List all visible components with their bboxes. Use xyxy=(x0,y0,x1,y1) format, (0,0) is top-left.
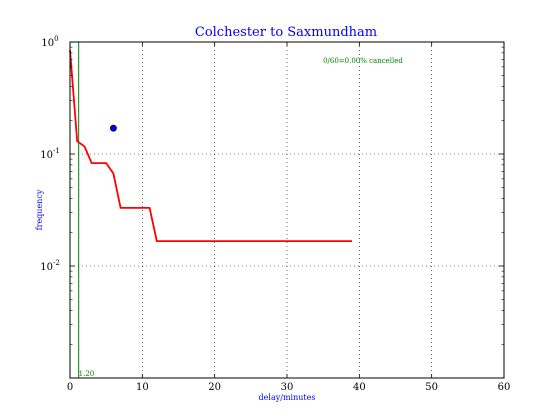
y-tick-label: 10-1 xyxy=(40,147,60,161)
data-point xyxy=(110,124,117,132)
y-tick-label: 10-2 xyxy=(40,259,60,273)
y-tick-base: 10 xyxy=(40,262,53,273)
cancelled-annotation: 0/60=0.00% cancelled xyxy=(323,57,403,65)
plot-frame xyxy=(69,41,505,379)
x-tick-label: 60 xyxy=(498,382,511,393)
y-tick-exponent: 0 xyxy=(54,35,58,43)
x-tick-label: 20 xyxy=(208,382,221,393)
y-axis-label: frequency xyxy=(35,189,44,230)
x-tick-label: 50 xyxy=(425,382,438,393)
delay-frequency-line xyxy=(69,49,353,243)
y-tick-base: 10 xyxy=(41,38,54,49)
mean-delay-label: 1.20 xyxy=(79,370,95,378)
y-tick-exponent: -1 xyxy=(53,147,60,155)
y-tick-base: 10 xyxy=(40,150,53,161)
x-tick-label: 10 xyxy=(136,382,149,393)
x-tick-label: 40 xyxy=(353,382,366,393)
series-layer: 1.20 xyxy=(69,42,353,378)
x-tick-label: 30 xyxy=(281,382,294,393)
y-tick-exponent: -2 xyxy=(53,259,60,267)
x-axis-label: delay/minutes xyxy=(259,393,316,402)
x-tick-label: 0 xyxy=(67,382,73,393)
y-tick-label: 100 xyxy=(41,35,58,49)
chart-title: Colchester to Saxmundham xyxy=(195,25,377,40)
grid xyxy=(70,42,504,378)
